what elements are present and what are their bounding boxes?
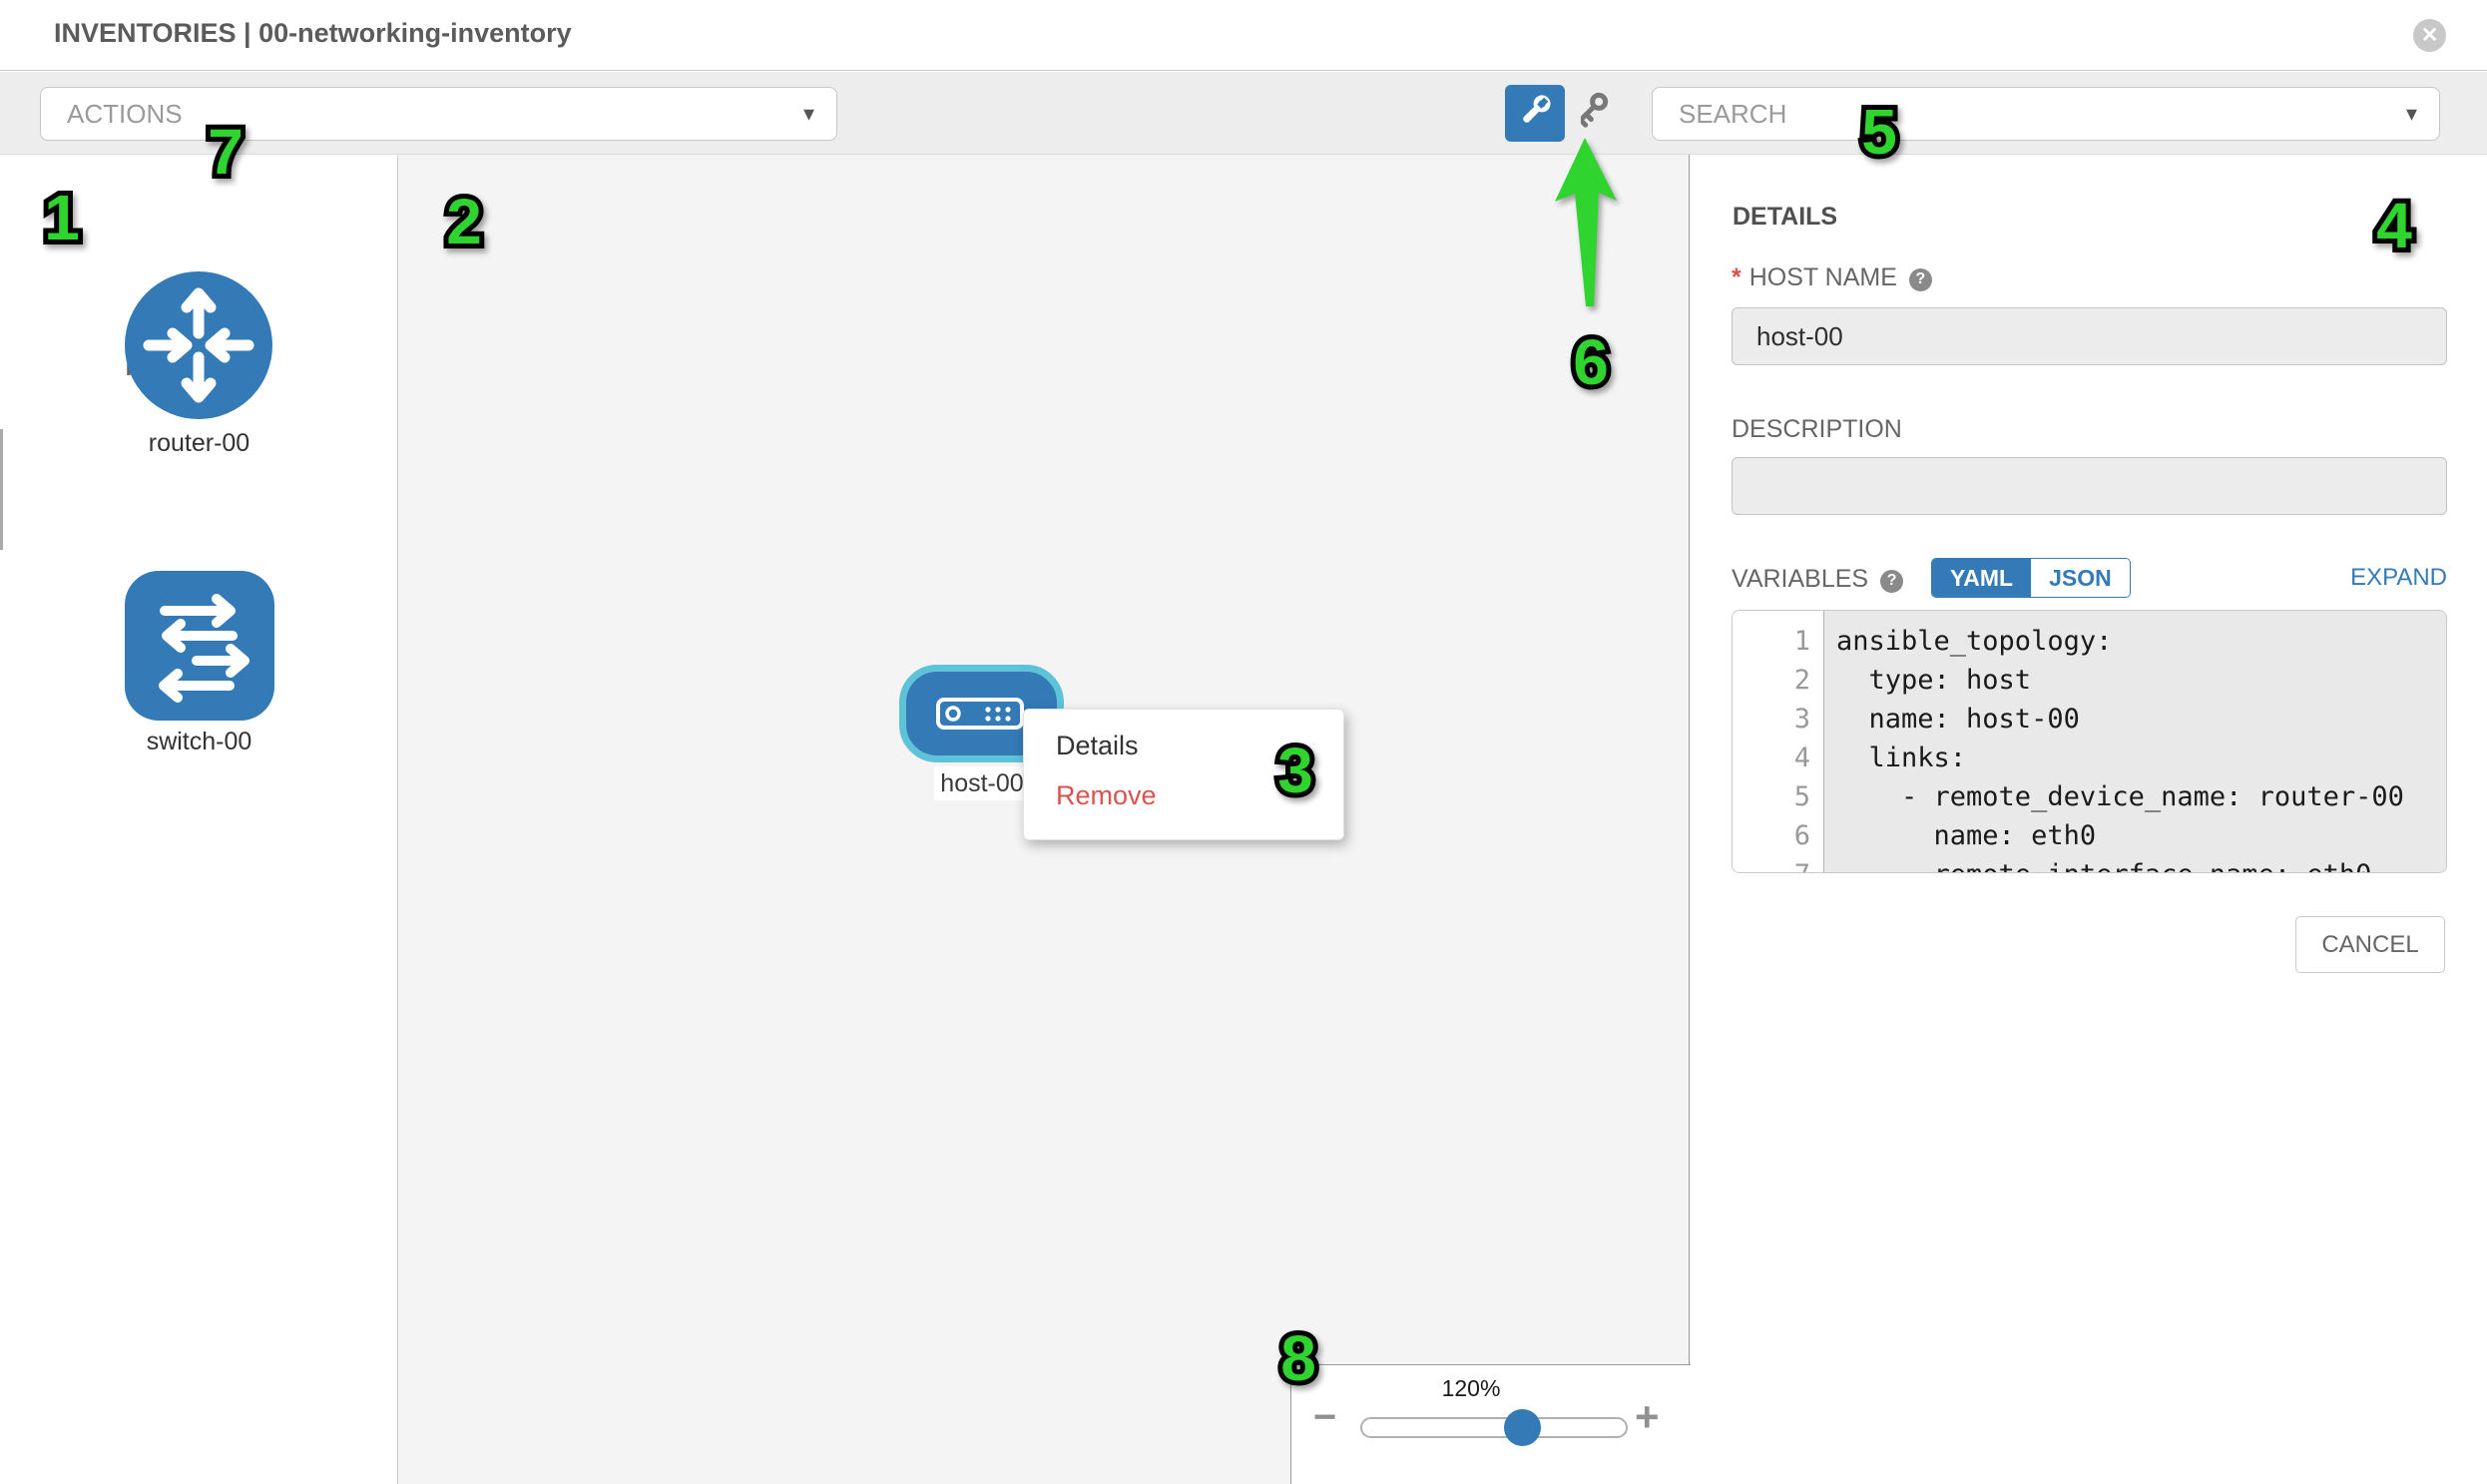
expand-link[interactable]: EXPAND — [2350, 564, 2447, 591]
page-title: INVENTORIES | 00-networking-inventory — [54, 18, 572, 48]
menu-item-details[interactable]: Details — [1056, 731, 1139, 760]
zoom-control-panel: 120% − + — [1290, 1364, 1691, 1484]
editor-gutter — [1733, 611, 1824, 872]
toggle-yaml[interactable]: YAML — [1932, 559, 2032, 597]
host-name-label-row: * HOST NAME? — [1732, 263, 1932, 292]
host-name-input[interactable] — [1732, 307, 2447, 365]
sidebar-scrollbar[interactable] — [0, 429, 3, 550]
palette-item-switch[interactable] — [125, 571, 274, 721]
editor-rows: 1 ansible_topology: 2 type: host 3 name: … — [1733, 622, 2446, 872]
code-line: 4 links: — [1793, 742, 1967, 773]
switch-icon — [125, 571, 274, 725]
close-icon: ✕ — [2420, 24, 2439, 47]
required-marker: * — [1732, 263, 1741, 291]
palette-item-router[interactable] — [125, 271, 272, 419]
host-node-label: host-00 — [934, 766, 1030, 800]
cancel-button[interactable]: CANCEL — [2295, 916, 2445, 973]
close-button[interactable]: ✕ — [2413, 19, 2446, 52]
zoom-slider-track[interactable] — [1360, 1417, 1628, 1438]
zoom-in-button[interactable]: + — [1635, 1393, 1660, 1440]
zoom-slider-handle[interactable] — [1504, 1409, 1541, 1446]
code-line: 1 ansible_topology: — [1793, 626, 2113, 657]
variables-editor[interactable]: 1 ansible_topology: 2 type: host 3 name: … — [1732, 610, 2447, 873]
palette-label-switch: switch-00 — [146, 728, 252, 755]
zoom-level-value: 120% — [1441, 1375, 1501, 1401]
actions-dropdown[interactable]: ACTIONS ▾ — [40, 87, 837, 141]
actions-dropdown-label: ACTIONS — [67, 98, 183, 129]
code-line: 3 name: host-00 — [1793, 704, 2080, 735]
palette-label-router: router-00 — [148, 429, 250, 457]
wrench-icon — [1515, 91, 1555, 136]
node-context-menu: Details Remove — [1023, 709, 1344, 840]
key-icon — [1577, 90, 1627, 141]
help-icon[interactable]: ? — [1908, 267, 1932, 291]
toggle-json[interactable]: JSON — [2031, 559, 2130, 597]
host-name-label: HOST NAME — [1748, 263, 1897, 291]
help-icon[interactable]: ? — [1880, 569, 1904, 593]
variables-label-row: VARIABLES? — [1732, 565, 1904, 594]
code-line: 6 name: eth0 — [1793, 820, 2097, 851]
header-bar: INVENTORIES | 00-networking-inventory ✕ — [0, 0, 2487, 71]
description-label: DESCRIPTION — [1732, 415, 1902, 443]
details-panel-title: DETAILS — [1733, 203, 1838, 231]
code-line: 2 type: host — [1793, 665, 2032, 696]
tools-button[interactable] — [1505, 85, 1565, 142]
code-line: 7 remote_interface_name: eth0 — [1733, 855, 2446, 872]
chevron-down-icon: ▾ — [802, 101, 814, 126]
search-dropdown[interactable]: SEARCH ▾ — [1652, 87, 2440, 141]
variables-format-toggle: YAML JSON — [1931, 558, 2131, 598]
chevron-down-icon: ▾ — [2405, 101, 2417, 126]
search-dropdown-label: SEARCH — [1679, 98, 1787, 129]
key-button[interactable] — [1577, 90, 1628, 141]
toolbar: ACTIONS ▾ — [0, 72, 2487, 155]
variables-label: VARIABLES — [1732, 565, 1869, 593]
host-device-icon — [936, 698, 1026, 737]
description-input[interactable] — [1732, 457, 2447, 515]
menu-item-remove[interactable]: Remove — [1056, 780, 1157, 810]
router-icon — [125, 271, 272, 423]
zoom-out-button[interactable]: − — [1313, 1395, 1337, 1439]
code-line: 5 - remote_device_name: router-00 — [1793, 781, 2404, 812]
